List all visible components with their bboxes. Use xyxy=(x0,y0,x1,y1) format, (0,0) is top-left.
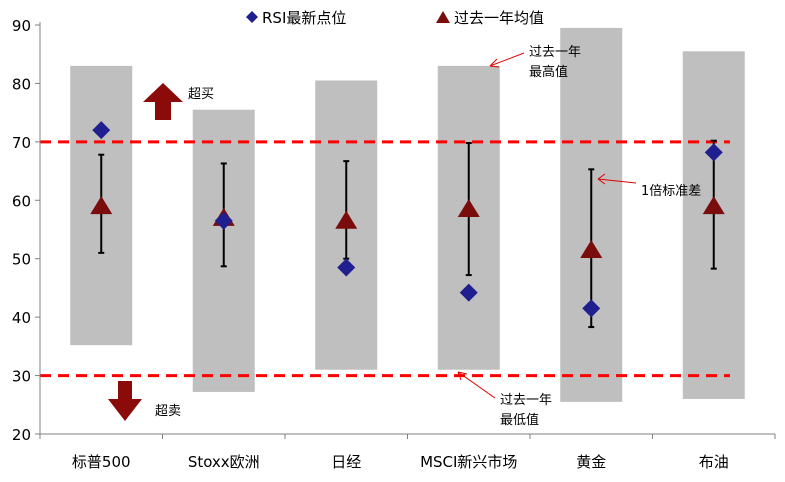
x-tick-label-5: 布油 xyxy=(699,453,729,471)
x-tick-label-3: MSCI新兴市场 xyxy=(420,453,517,471)
oversold-label: 超卖 xyxy=(155,404,181,419)
legend-rsi-label: RSI最新点位 xyxy=(262,9,346,27)
std-annotation-arrowhead xyxy=(597,173,606,185)
min-annotation: 过去一年 最低值 xyxy=(457,371,552,428)
std-annotation: 1倍标准差 xyxy=(597,173,701,199)
y-tick-label-40: 40 xyxy=(12,309,31,327)
x-tick-label-1: Stoxx欧洲 xyxy=(188,453,260,471)
rsi-diamond-3 xyxy=(459,283,478,302)
legend-triangle-marker xyxy=(436,11,450,23)
y-tick-label-80: 80 xyxy=(12,75,31,93)
max-annotation-line1: 过去一年 xyxy=(529,45,581,60)
max-annotation: 过去一年 最高值 xyxy=(489,45,581,80)
y-tick-label-90: 90 xyxy=(12,17,31,35)
mean-triangle-0 xyxy=(90,196,113,215)
legend-diamond-marker xyxy=(246,11,258,23)
mean-triangle-5 xyxy=(702,196,725,215)
y-tick-label-50: 50 xyxy=(12,251,31,269)
std-annotation-label: 1倍标准差 xyxy=(641,184,701,199)
mean-triangle-3 xyxy=(457,199,480,218)
rsi-diamond-2 xyxy=(337,258,356,277)
rsi-diamond-5 xyxy=(704,143,723,162)
range-bars xyxy=(70,27,745,402)
max-annotation-line2: 最高值 xyxy=(529,64,568,80)
min-annotation-pointer xyxy=(457,371,496,399)
y-tick-label-20: 20 xyxy=(12,426,31,444)
std-annotation-pointer xyxy=(597,178,637,184)
x-tick-label-2: 日经 xyxy=(331,453,361,471)
overbought-label: 超买 xyxy=(188,87,214,102)
std-error-bars xyxy=(98,139,717,329)
mean-triangle-4 xyxy=(580,239,603,258)
mean-triangle-2 xyxy=(335,210,358,229)
oversold-arrow-icon xyxy=(108,381,142,421)
rsi-diamond-4 xyxy=(582,299,601,318)
overbought-arrow-icon xyxy=(143,83,183,120)
rsi-diamond-1 xyxy=(214,211,233,230)
max-annotation-arrowhead xyxy=(489,58,500,68)
y-tick-label-60: 60 xyxy=(12,192,31,210)
axes: 20 30 40 50 60 70 80 90 标普500 Stoxx欧洲 日经 MSCI新兴市场 黄金… xyxy=(12,17,776,471)
max-annotation-pointer xyxy=(489,52,525,67)
y-tick-label-70: 70 xyxy=(12,134,31,152)
min-annotation-line2: 最低值 xyxy=(500,412,539,428)
y-tick-label-30: 30 xyxy=(12,368,31,386)
x-tick-label-4: 黄金 xyxy=(576,453,606,471)
reference-lines xyxy=(40,140,730,378)
legend: RSI最新点位 过去一年均值 xyxy=(246,9,544,27)
markers xyxy=(90,121,725,318)
legend-mean-label: 过去一年均值 xyxy=(454,9,544,27)
min-annotation-arrowhead xyxy=(457,371,468,381)
x-tick-label-0: 标普500 xyxy=(72,453,131,471)
min-annotation-line1: 过去一年 xyxy=(500,393,552,408)
rsi-diamond-0 xyxy=(92,121,111,140)
